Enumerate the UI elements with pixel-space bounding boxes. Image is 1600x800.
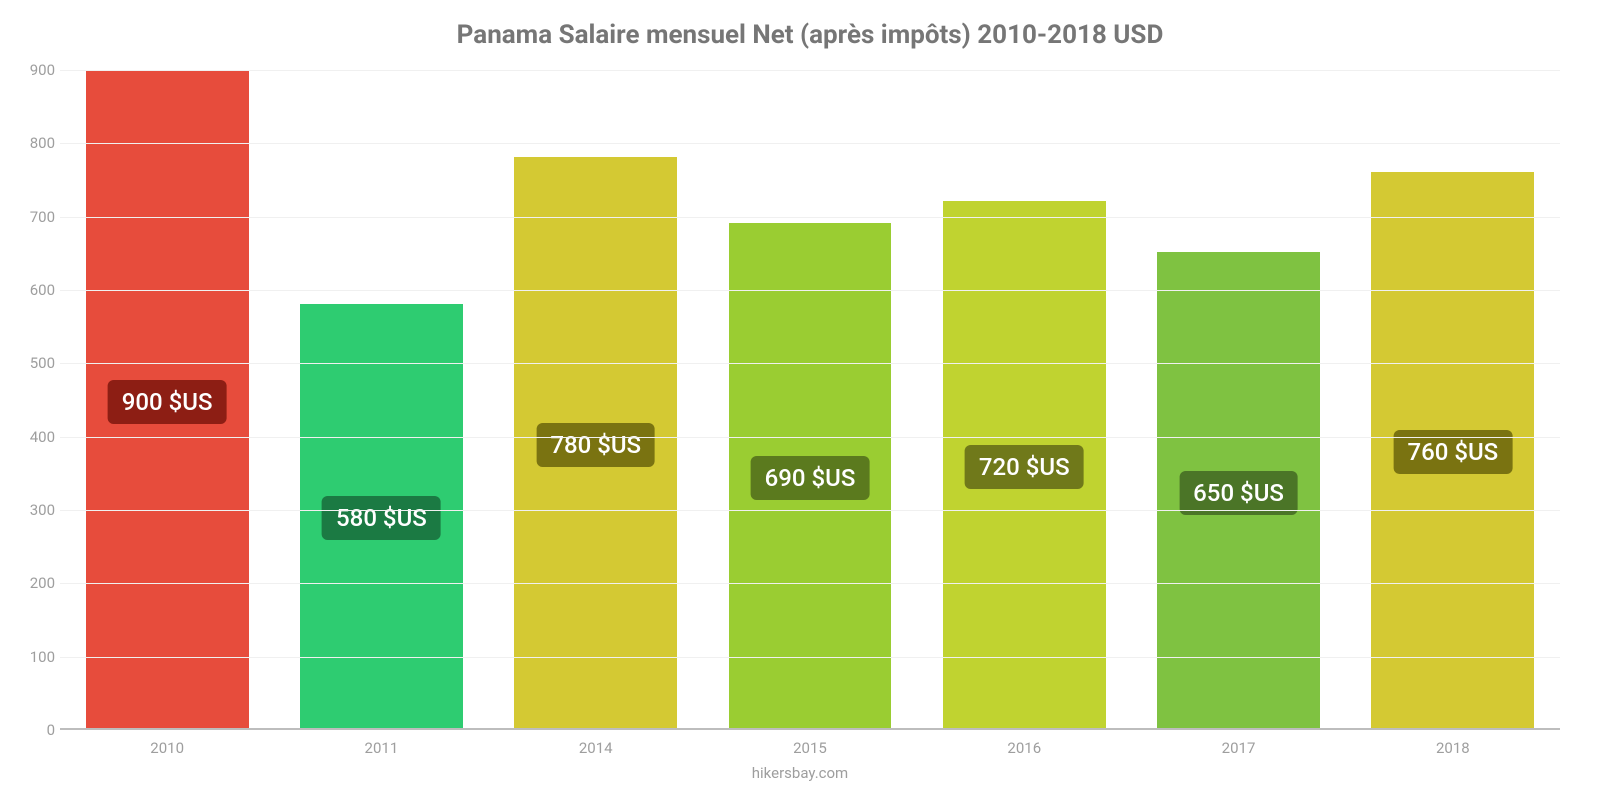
baseline (60, 728, 1560, 729)
value-badge: 900 $US (108, 380, 227, 424)
y-tick-label: 100 (15, 648, 55, 666)
grid-line (60, 510, 1560, 511)
grid-line (60, 143, 1560, 144)
bar: 760 $US (1371, 172, 1534, 729)
x-tick-label: 2011 (365, 739, 399, 757)
bar: 720 $US (943, 201, 1106, 729)
x-tick-label: 2017 (1222, 739, 1256, 757)
bar-slot: 780 $US2014 (489, 70, 703, 729)
value-badge: 650 $US (1179, 471, 1298, 515)
grid-line (60, 583, 1560, 584)
y-tick-label: 600 (15, 281, 55, 299)
bar: 690 $US (729, 223, 892, 729)
bar-slot: 690 $US2015 (703, 70, 917, 729)
bar-slot: 900 $US2010 (60, 70, 274, 729)
x-tick-label: 2014 (579, 739, 613, 757)
value-badge: 690 $US (751, 456, 870, 500)
y-tick-label: 300 (15, 501, 55, 519)
plot-area: 900 $US2010580 $US2011780 $US2014690 $US… (60, 70, 1560, 730)
x-tick-label: 2010 (150, 739, 184, 757)
grid-line (60, 363, 1560, 364)
bar: 780 $US (514, 157, 677, 729)
y-tick-label: 800 (15, 134, 55, 152)
chart-container: Panama Salaire mensuel Net (après impôts… (60, 20, 1560, 740)
bar-slot: 580 $US2011 (274, 70, 488, 729)
grid-line (60, 657, 1560, 658)
value-badge: 780 $US (536, 423, 655, 467)
bars-row: 900 $US2010580 $US2011780 $US2014690 $US… (60, 70, 1560, 729)
grid-line (60, 217, 1560, 218)
bar-slot: 760 $US2018 (1346, 70, 1560, 729)
x-tick-label: 2015 (793, 739, 827, 757)
x-tick-label: 2016 (1007, 739, 1041, 757)
y-tick-label: 500 (15, 354, 55, 372)
y-tick-label: 200 (15, 574, 55, 592)
y-tick-label: 400 (15, 428, 55, 446)
y-tick-label: 900 (15, 61, 55, 79)
bar: 580 $US (300, 304, 463, 729)
attribution: hikersbay.com (0, 764, 1600, 782)
x-tick-label: 2018 (1436, 739, 1470, 757)
bar: 900 $US (86, 70, 249, 729)
bar-slot: 650 $US2017 (1131, 70, 1345, 729)
value-badge: 580 $US (322, 496, 441, 540)
grid-line (60, 70, 1560, 71)
chart-title: Panama Salaire mensuel Net (après impôts… (60, 20, 1560, 50)
value-badge: 720 $US (965, 445, 1084, 489)
bar-slot: 720 $US2016 (917, 70, 1131, 729)
grid-line (60, 437, 1560, 438)
y-tick-label: 0 (15, 721, 55, 739)
grid-line (60, 290, 1560, 291)
y-tick-label: 700 (15, 208, 55, 226)
